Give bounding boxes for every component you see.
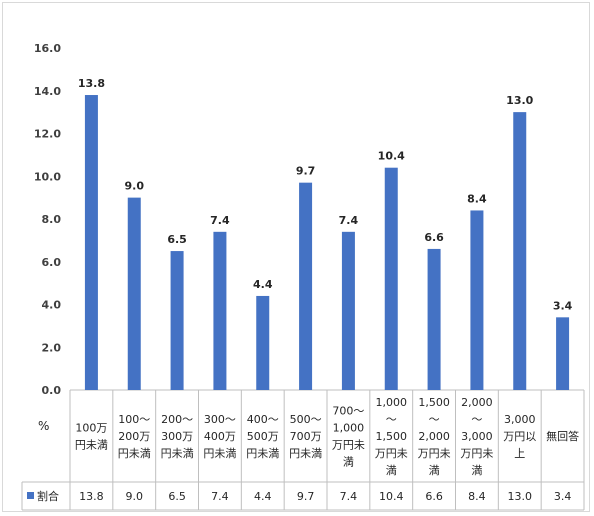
category-label: 満 (386, 464, 397, 477)
table-value: 6.6 (425, 490, 443, 503)
bar (170, 251, 184, 390)
table-value: 7.4 (211, 490, 229, 503)
bar (299, 182, 313, 390)
category-label: 1,000 (333, 422, 365, 435)
y-unit-label: % (38, 419, 49, 433)
category-label: 万円未 (332, 439, 365, 452)
category-label: 2,000 (418, 430, 450, 443)
y-tick-label: 0.0 (42, 384, 62, 397)
category-label: 1,500 (418, 396, 450, 409)
category-label: 400万 (204, 430, 236, 443)
category-label: 上 (514, 447, 525, 460)
category-label: 500～ (290, 413, 322, 426)
table-value: 13.8 (79, 490, 104, 503)
category-label: 300～ (204, 413, 236, 426)
data-label: 7.4 (339, 214, 359, 227)
y-tick-label: 10.0 (34, 170, 61, 183)
category-label: 1,000 (376, 396, 408, 409)
legend-swatch (27, 492, 34, 499)
data-label: 9.0 (125, 180, 145, 193)
y-tick-label: 4.0 (42, 299, 62, 312)
bar (513, 112, 527, 390)
category-label: 400～ (247, 413, 279, 426)
category-label: 300万 (161, 430, 193, 443)
category-label: 無回答 (546, 429, 579, 443)
bar (384, 167, 398, 390)
table-value: 6.5 (168, 490, 186, 503)
y-tick-label: 16.0 (34, 42, 61, 55)
data-label: 10.4 (378, 150, 405, 163)
bar (556, 317, 570, 390)
table-value: 9.7 (297, 490, 315, 503)
category-label: 1,500 (376, 430, 408, 443)
category-label: 円未満 (203, 447, 236, 460)
y-tick-label: 6.0 (42, 256, 62, 269)
category-label: 円未満 (161, 447, 194, 460)
category-label: 円未満 (289, 447, 322, 460)
y-tick-label: 2.0 (42, 341, 62, 354)
category-label: 満 (343, 456, 354, 469)
bar (213, 231, 227, 390)
category-label: 万円未 (375, 447, 408, 460)
y-tick-label: 12.0 (34, 128, 61, 141)
bar (470, 210, 484, 390)
data-label: 4.4 (253, 278, 273, 291)
bar (127, 197, 141, 390)
data-label: 6.5 (167, 233, 187, 246)
table-value: 7.4 (340, 490, 358, 503)
chart-frame (2, 2, 590, 512)
table-value: 9.0 (126, 490, 144, 503)
table-value: 8.4 (468, 490, 486, 503)
data-label: 9.7 (296, 165, 316, 178)
category-label: 700～ (332, 405, 364, 418)
table-value: 3.4 (554, 490, 572, 503)
bar (341, 231, 355, 390)
category-label: 3,000 (461, 430, 493, 443)
bar (427, 248, 441, 390)
category-label: 満 (471, 464, 482, 477)
bar (256, 295, 270, 390)
category-label: 万円未 (460, 447, 493, 460)
category-label: 2,000 (461, 396, 493, 409)
category-label: 100～ (118, 413, 150, 426)
y-tick-label: 8.0 (42, 213, 62, 226)
category-label: 200万 (118, 430, 150, 443)
category-label: ～ (471, 413, 482, 426)
data-label: 8.4 (467, 192, 487, 205)
data-label: 6.6 (424, 231, 444, 244)
bar (84, 95, 98, 391)
data-label: 7.4 (210, 214, 230, 227)
data-label: 13.0 (506, 94, 533, 107)
category-label: 100万 (75, 422, 107, 435)
category-label: 200～ (161, 413, 193, 426)
legend-series-name: 割合 (37, 489, 59, 503)
category-label: 500万 (247, 430, 279, 443)
table-value: 4.4 (254, 490, 272, 503)
data-label: 13.8 (78, 77, 105, 90)
data-label: 3.4 (553, 299, 573, 312)
category-label: 円未満 (246, 447, 279, 460)
category-label: 円未満 (118, 447, 151, 460)
category-label: 3,000 (504, 413, 536, 426)
category-label: ～ (429, 413, 440, 426)
category-label: 満 (429, 464, 440, 477)
table-value: 10.4 (379, 490, 404, 503)
category-label: ～ (386, 413, 397, 426)
table-value: 13.0 (508, 490, 533, 503)
y-tick-label: 14.0 (34, 85, 61, 98)
category-label: 円未満 (75, 439, 108, 452)
category-label: 万円以 (503, 430, 536, 443)
category-label: 万円未 (418, 447, 451, 460)
category-label: 700万 (290, 430, 322, 443)
